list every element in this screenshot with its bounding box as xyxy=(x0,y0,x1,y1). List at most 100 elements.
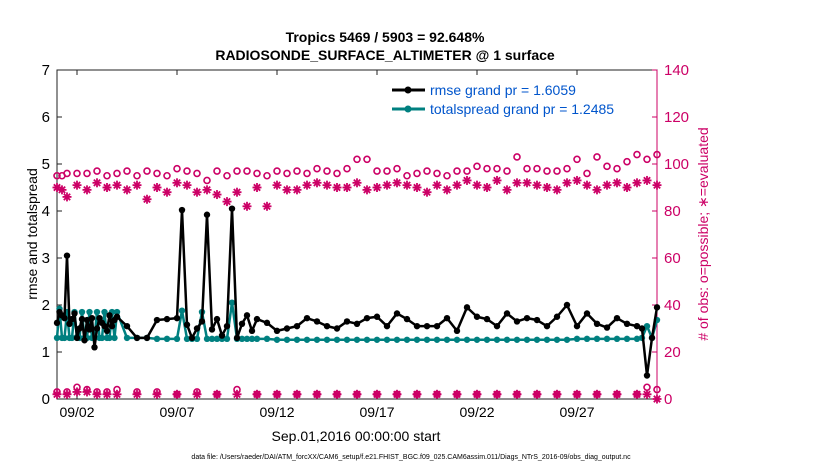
evaluated-point xyxy=(572,175,582,185)
rmse-point xyxy=(93,325,101,332)
rmse-point xyxy=(433,322,441,330)
possible-point xyxy=(503,167,511,175)
rmse-point xyxy=(68,315,76,323)
evaluated-point-stroke xyxy=(443,186,451,194)
evaluated-point-stroke xyxy=(623,183,631,192)
y-tick-label-left: 0 xyxy=(42,391,50,408)
evaluated-point-stroke xyxy=(313,178,321,187)
evaluated-point-stroke xyxy=(263,202,271,211)
evaluated_bottom-point-stroke xyxy=(103,390,111,399)
rmse-point xyxy=(133,334,141,342)
totalspread-point xyxy=(633,335,641,343)
rmse-point xyxy=(88,314,96,322)
rmse-point xyxy=(643,372,651,379)
rmse-point xyxy=(263,319,271,327)
evaluated-point xyxy=(472,180,482,190)
possible-point xyxy=(563,164,571,173)
evaluated_bottom-point xyxy=(412,389,422,399)
evaluated-point-stroke xyxy=(113,181,121,189)
y-tick-label-right: 140 xyxy=(664,62,689,79)
evaluated-point xyxy=(292,185,302,195)
evaluated-point-stroke xyxy=(223,197,231,206)
evaluated-point xyxy=(602,180,612,190)
evaluated-point-stroke xyxy=(283,186,291,194)
possible-point xyxy=(413,169,421,178)
totalspread-point xyxy=(86,308,93,316)
possible-point xyxy=(553,167,561,175)
rmse-point xyxy=(73,334,81,342)
evaluated-point-stroke xyxy=(233,188,241,197)
evaluated-point xyxy=(442,185,452,195)
rmse-point xyxy=(108,322,116,330)
evaluated_bottom-point-stroke xyxy=(413,390,421,399)
y-axis-label-right: # of obs: o=possible; ∗=evaluated xyxy=(695,127,711,340)
rmse-point xyxy=(273,327,281,335)
evaluated-point-stroke xyxy=(143,195,151,204)
totalspread-point xyxy=(98,334,106,342)
x-tick-label: 09/07 xyxy=(159,404,194,420)
rmse-point xyxy=(188,334,196,342)
totalspread-point xyxy=(473,336,481,343)
evaluated_bottom-point-stroke xyxy=(643,390,651,399)
rmse-point xyxy=(103,327,111,335)
totalspread-point xyxy=(243,335,251,343)
totalspread-point xyxy=(178,307,186,314)
evaluated_bottom-point-stroke xyxy=(153,390,161,399)
evaluated-point xyxy=(372,183,382,192)
possible-point xyxy=(123,167,131,175)
totalspread-point xyxy=(573,335,581,343)
possible-point xyxy=(373,167,381,175)
totalspread-point xyxy=(603,335,611,343)
evaluated_bottom-point-stroke xyxy=(633,390,641,399)
evaluated-point-stroke xyxy=(523,178,531,187)
evaluated-point-stroke xyxy=(483,183,491,192)
evaluated-point xyxy=(392,178,402,188)
rmse-point xyxy=(96,314,103,322)
evaluated_bottom-point xyxy=(452,389,462,399)
totalspread-point xyxy=(93,308,101,316)
rmse-point xyxy=(233,334,241,342)
evaluated-point-stroke xyxy=(633,178,641,187)
y-tick-label-left: 7 xyxy=(42,62,50,79)
rmse-point xyxy=(583,310,591,317)
evaluated-point xyxy=(612,178,622,188)
evaluated-point-stroke xyxy=(58,186,66,194)
evaluated_bottom-point xyxy=(132,389,142,399)
totalspread-point xyxy=(153,335,161,343)
rmse-point xyxy=(83,316,91,324)
totalspread-point xyxy=(248,335,256,343)
evaluated-point xyxy=(652,180,662,190)
possible-point xyxy=(243,167,251,175)
evaluated_bottom-point xyxy=(652,394,662,404)
evaluated-point-stroke xyxy=(203,186,211,194)
evaluated_bottom-point xyxy=(232,389,242,399)
totalspread-point xyxy=(173,335,181,343)
totalspread-point xyxy=(193,335,201,343)
evaluated-point xyxy=(402,180,412,190)
rmse-point xyxy=(208,326,216,333)
evaluated-point-stroke xyxy=(293,186,301,194)
evaluated-point xyxy=(312,178,322,188)
evaluated-point-stroke xyxy=(323,181,331,189)
rmse-point xyxy=(513,318,521,325)
totalspread-point xyxy=(228,299,236,306)
evaluated-point xyxy=(62,192,72,202)
rmse-point xyxy=(343,318,351,325)
evaluated_bottom-point-stroke xyxy=(73,388,81,396)
rmse-point xyxy=(533,316,541,324)
evaluated-point-stroke xyxy=(613,178,621,187)
rmse-point xyxy=(303,314,311,322)
rmse-point xyxy=(81,337,88,344)
evaluated-point xyxy=(212,190,222,200)
rmse-point xyxy=(648,334,656,342)
rmse-point xyxy=(183,321,191,328)
evaluated-point xyxy=(162,187,172,197)
evaluated-point-stroke xyxy=(343,183,351,192)
evaluated_bottom-point xyxy=(112,389,122,399)
evaluated-point-stroke xyxy=(303,181,311,189)
totalspread-point xyxy=(583,335,591,343)
possible-point xyxy=(403,171,411,180)
evaluated-point xyxy=(562,178,572,188)
evaluated-point xyxy=(222,197,232,207)
rmse-point xyxy=(106,312,113,319)
